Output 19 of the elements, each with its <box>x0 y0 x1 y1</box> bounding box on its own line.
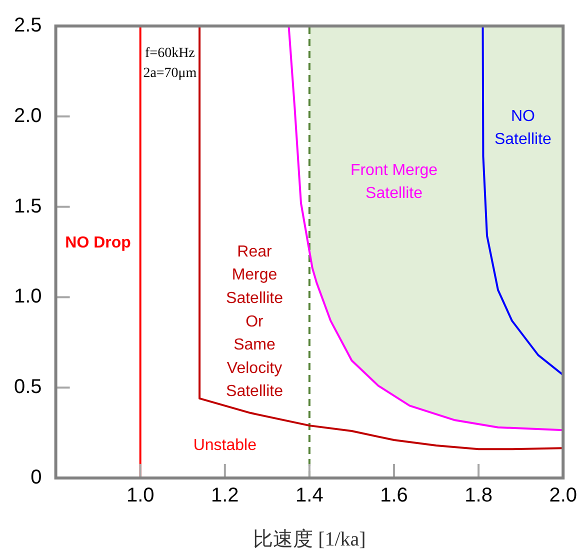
annotation: Front Merge Satellite <box>350 162 438 202</box>
annotation: f=60kHz 2a=70μm <box>143 46 197 81</box>
y-tick-label: 0 <box>30 466 42 489</box>
annotation: Rear Merge Satellite Or Same Velocity Satellite <box>226 243 284 400</box>
y-tick-label: 2.5 <box>14 14 42 37</box>
x-tick-label: 2.0 <box>549 484 578 507</box>
x-tick-label: 1.8 <box>464 484 492 507</box>
annotation: NO Drop <box>65 234 132 252</box>
y-tick-label: 2.0 <box>14 104 42 127</box>
x-axis-title: 比速度 [1/ka] <box>253 528 366 550</box>
x-tick-label: 1.4 <box>296 484 324 507</box>
y-tick-label: 0.5 <box>14 376 42 398</box>
x-tick-label: 1.6 <box>380 484 408 507</box>
x-tick-label: 1.2 <box>210 484 239 507</box>
annotation: NO Satellite <box>494 108 552 148</box>
x-tick-label: 1.0 <box>126 484 154 507</box>
annotation: Unstable <box>193 436 257 454</box>
y-tick-label: 1.0 <box>14 286 42 308</box>
y-tick-label: 1.5 <box>14 195 42 218</box>
